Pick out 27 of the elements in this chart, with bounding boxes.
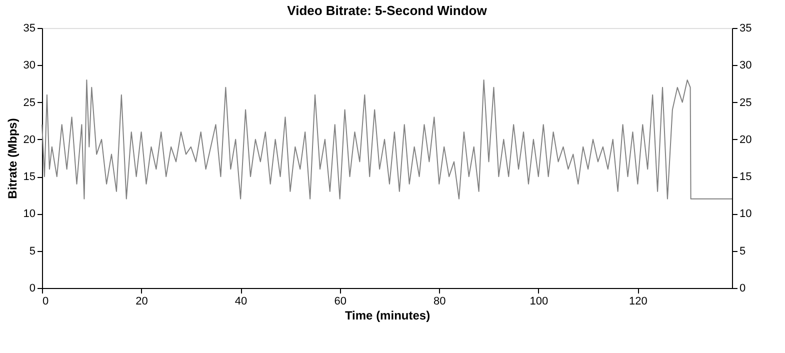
x-tick-label: 120 (629, 296, 648, 308)
y-tick-label: 20 (23, 134, 36, 146)
x-tick-label: 0 (42, 296, 49, 308)
y2-tick-label: 0 (740, 282, 746, 294)
y-tick-label: 10 (23, 208, 36, 220)
y-tick-label: 15 (23, 171, 36, 184)
x-tick-label: 60 (334, 296, 346, 308)
y2-tick-label: 15 (740, 171, 752, 184)
y2-tick-label: 35 (740, 22, 752, 34)
x-tick-label: 80 (433, 296, 446, 308)
y2-tick-label: 5 (740, 245, 746, 258)
y-tick-label: 35 (23, 22, 36, 34)
y2-tick-label: 20 (740, 134, 752, 146)
y2-tick-label: 10 (740, 208, 752, 220)
y-tick-label: 30 (23, 60, 36, 72)
y-tick-label: 5 (29, 245, 36, 258)
chart-title: Video Bitrate: 5-Second Window (287, 3, 488, 18)
y2-tick-label: 30 (740, 60, 752, 72)
y2-tick-label: 25 (740, 96, 752, 109)
x-tick-label: 40 (234, 296, 248, 308)
x-tick-label: 100 (530, 296, 548, 308)
y-axis-title: Bitrate (Mbps) (5, 118, 20, 199)
line-series (42, 80, 732, 200)
y-tick-label: 0 (29, 282, 36, 294)
x-axis-title: Time (minutes) (344, 308, 430, 322)
y-tick-label: 25 (23, 96, 36, 109)
x-tick-label: 20 (136, 296, 148, 308)
